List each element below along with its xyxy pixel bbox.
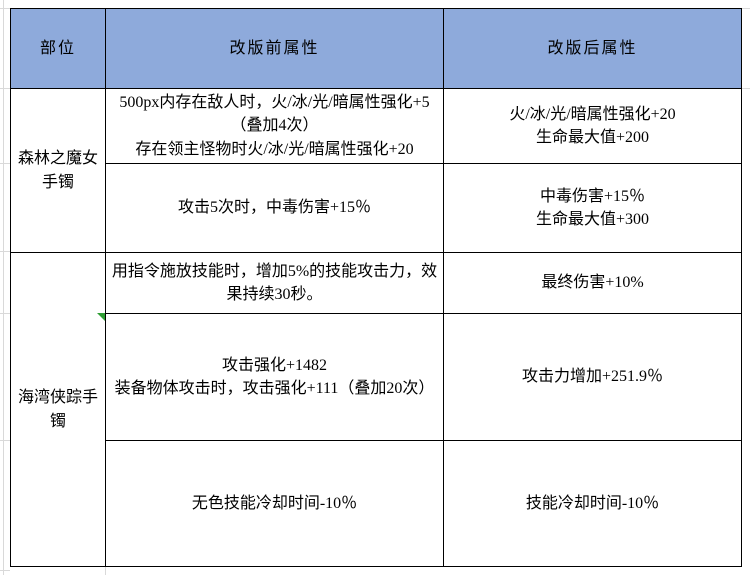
after-cell: 最终伤害+10% (443, 252, 742, 314)
margin-gridline-h (0, 251, 10, 252)
table-header-row: 部位 改版前属性 改版后属性 (10, 8, 742, 89)
margin-gridline-vertical-bottom (105, 566, 106, 575)
excel-error-marker-icon (97, 313, 105, 321)
margin-gridline-h (0, 8, 10, 9)
after-cell: 技能冷却时间-10％ (443, 440, 742, 567)
part-cell-bay-trail-bracelet: 海湾侠踪手镯 (10, 252, 106, 567)
attribute-comparison-table: 部位 改版前属性 改版后属性 森林之魔女手镯 500px内存在敌人时，火/冰/光… (10, 8, 742, 567)
margin-gridline-h (0, 88, 10, 89)
margin-gridline-h (0, 313, 10, 314)
header-cell-before: 改版前属性 (105, 8, 444, 89)
header-cell-after: 改版后属性 (443, 8, 742, 89)
margin-gridline-vertical-left (3, 0, 4, 575)
before-cell: 用指令施放技能时，增加5%的技能攻击力，效果持续30秒。 (105, 252, 444, 314)
before-cell: 500px内存在敌人时，火/冰/光/暗属性强化+5（叠加4次） 存在领主怪物时火… (105, 88, 444, 164)
header-cell-part: 部位 (10, 8, 106, 89)
table-row: 攻击5次时，中毒伤害+15％ 中毒伤害+15％ 生命最大值+300 (11, 163, 742, 253)
table-row: 森林之魔女手镯 500px内存在敌人时，火/冰/光/暗属性强化+5（叠加4次） … (10, 88, 742, 253)
margin-gridline-h (741, 88, 750, 89)
margin-gridline-h (0, 163, 10, 164)
table-row: 无色技能冷却时间-10％ 技能冷却时间-10％ (11, 440, 742, 567)
margin-gridline-h (0, 570, 10, 571)
table-row: 攻击强化+1482 装备物体攻击时，攻击强化+111（叠加20次） 攻击力增加+… (11, 313, 742, 441)
part-cell-forest-witch-bracelet: 森林之魔女手镯 (10, 88, 106, 253)
before-cell: 攻击5次时，中毒伤害+15％ (105, 163, 444, 253)
before-cell: 无色技能冷却时间-10％ (105, 440, 444, 567)
after-cell: 火/冰/光/暗属性强化+20 生命最大值+200 (443, 88, 742, 164)
before-cell: 攻击强化+1482 装备物体攻击时，攻击强化+111（叠加20次） (105, 313, 444, 441)
after-cell: 攻击力增加+251.9％ (443, 313, 742, 441)
table-row: 海湾侠踪手镯 用指令施放技能时，增加5%的技能攻击力，效果持续30秒。 最终伤害… (10, 252, 742, 567)
margin-gridline-h (0, 440, 10, 441)
after-cell: 中毒伤害+15％ 生命最大值+300 (443, 163, 742, 253)
margin-gridline-h (741, 8, 750, 9)
